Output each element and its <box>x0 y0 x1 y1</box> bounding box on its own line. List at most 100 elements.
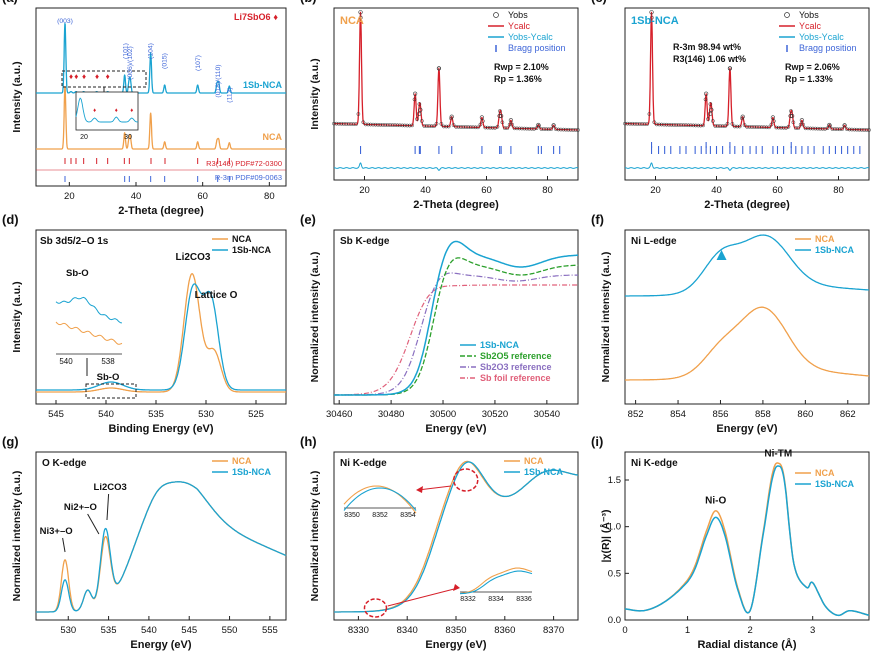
yobs-point <box>454 124 458 129</box>
series-line-1sb-nca <box>624 465 870 617</box>
x-tick-label-b: 40 <box>420 185 431 196</box>
yobs-point <box>709 107 714 112</box>
x-tick-label-b: 60 <box>481 185 492 196</box>
yobs-point <box>698 123 703 128</box>
yobs-point <box>534 126 539 131</box>
yobs-point <box>630 121 635 126</box>
yobs-point <box>361 120 366 125</box>
x-tick-label-g: 550 <box>222 625 238 636</box>
y-axis-label-h: Normalized intensity (a.u.) <box>309 471 321 602</box>
yobs-point <box>850 127 854 132</box>
legend-label-f: 1Sb-NCA <box>815 245 855 255</box>
yobs-point <box>419 119 424 123</box>
legend-label-e: Sb2O3 reference <box>480 362 552 372</box>
yobs-point <box>539 127 544 131</box>
series-line-1sb-nca <box>333 461 579 613</box>
yobs-point <box>554 127 558 132</box>
peak-label-li2co3-g: Li2CO3 <box>94 482 127 493</box>
yobs-point <box>793 126 798 130</box>
yobs-point <box>429 124 434 129</box>
yobs-point <box>346 122 351 126</box>
hkl-label: (107) <box>195 55 202 71</box>
x-tick-label-g: 540 <box>141 625 157 636</box>
yobs-point <box>640 122 644 126</box>
plot-frame-b <box>333 7 579 181</box>
yobs-point <box>811 126 815 131</box>
legend-label-g: NCA <box>232 456 252 466</box>
legend-label-yobs: Yobs <box>799 10 819 20</box>
yobs-point <box>532 126 536 131</box>
phase-fraction: R3(146) 1.06 wt% <box>673 54 746 64</box>
hkl-label: (015) <box>162 53 169 69</box>
yobs-point <box>625 121 630 126</box>
yobs-point <box>476 125 480 130</box>
yobs-point <box>373 122 378 127</box>
series-line-sb2o5 <box>334 257 579 396</box>
y-axis-label-d: Intensity (a.u.) <box>11 281 23 352</box>
series-line-nca <box>35 85 287 150</box>
y-tick-label-i: 0.0 <box>608 615 621 626</box>
yobs-point <box>576 128 580 132</box>
x-tick-label-c: 60 <box>772 185 783 196</box>
x-tick-label-f: 860 <box>797 409 813 420</box>
yobs-point <box>667 122 671 127</box>
yobs-point <box>339 121 344 126</box>
plot-frame-g <box>35 451 287 621</box>
yobs-point <box>830 127 835 131</box>
x-tick-label-h: 8350 <box>445 625 466 636</box>
hkl-label: (006)/(102) <box>127 46 134 80</box>
panel-letter-a: (a) <box>2 0 18 5</box>
yobs-point <box>725 121 730 126</box>
yobs-point <box>456 125 461 129</box>
yobs-point <box>727 66 733 71</box>
ref-label-r3: R3(146) PDF#72-0300 <box>206 159 282 168</box>
yobs-point <box>478 122 483 127</box>
yobs-point <box>378 122 383 127</box>
yobs-point <box>806 126 810 131</box>
yobs-point <box>781 125 786 130</box>
yobs-point <box>466 125 471 129</box>
x-tick-label-i: 1 <box>685 625 690 636</box>
pointer-line-g <box>62 537 66 553</box>
x-tick-label-i: 0 <box>622 625 627 636</box>
yobs-point <box>561 127 566 132</box>
yobs-point <box>703 97 708 102</box>
yobs-point <box>662 122 666 127</box>
peak-label-lattice-o: Lattice O <box>195 290 238 301</box>
pointer-line-g <box>87 513 100 535</box>
yobs-point <box>740 114 745 119</box>
yobs-point <box>771 119 776 123</box>
highlight-circle-bottom <box>363 598 388 618</box>
yobs-point <box>832 127 837 131</box>
panel-title-i: Ni K-edge <box>631 458 678 469</box>
highlight-circle-top <box>453 468 479 492</box>
yobs-point <box>647 112 652 116</box>
yobs-point <box>788 113 793 119</box>
yobs-point <box>485 125 490 130</box>
yobs-point <box>706 117 710 121</box>
yobs-point <box>334 121 339 126</box>
yobs-point <box>559 127 563 132</box>
y-tick-label-i: 1.5 <box>608 475 621 486</box>
yobs-point <box>451 123 456 127</box>
legend-label-i: 1Sb-NCA <box>815 479 855 489</box>
yobs-point <box>483 125 488 130</box>
panel-tag-c: 1Sb-NCA <box>631 15 679 27</box>
yobs-point <box>752 125 757 129</box>
yobs-point <box>799 118 805 123</box>
yobs-point <box>549 127 554 131</box>
inset-tick-h1: 8350 <box>344 512 360 519</box>
yobs-point <box>505 126 510 130</box>
yobs-point <box>635 122 640 126</box>
plot-frame-e <box>333 229 579 405</box>
series-line-1sb-nca <box>35 481 287 613</box>
hkl-label: (101) <box>122 43 129 59</box>
curve-label-1sb-nca: 1Sb-NCA <box>243 80 283 90</box>
yobs-point <box>654 122 659 127</box>
yobs-point <box>676 123 681 127</box>
yobs-point <box>556 127 561 132</box>
plot-frame-d <box>35 229 287 405</box>
yobs-point <box>701 123 705 128</box>
yobs-point <box>499 113 504 119</box>
